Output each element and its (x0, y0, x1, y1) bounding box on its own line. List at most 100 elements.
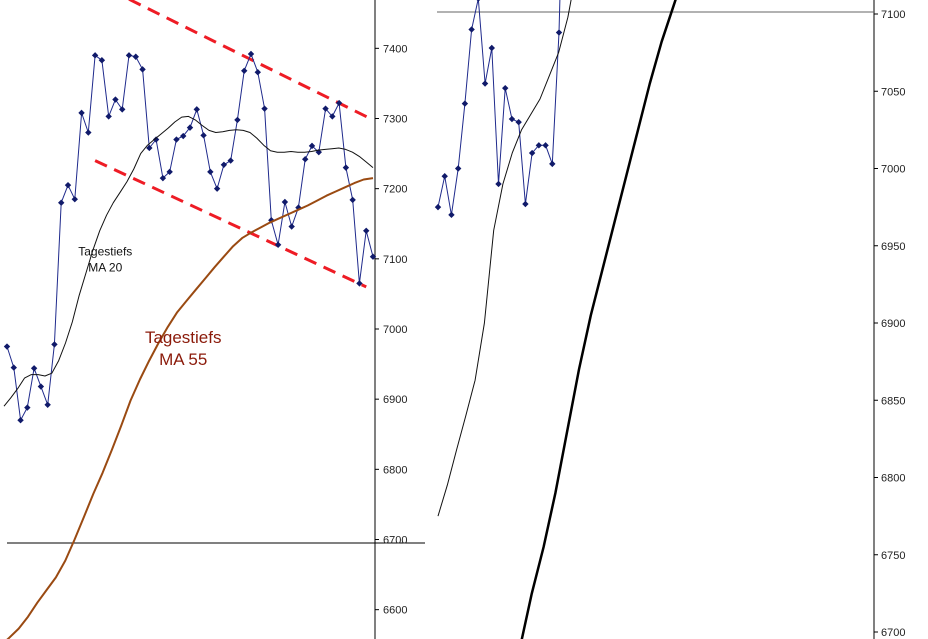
price-marker (24, 404, 31, 411)
trendline-lower (94, 159, 367, 289)
price-marker (173, 136, 180, 143)
y-tick-label: 7100 (383, 254, 407, 266)
series-line-ma55 (6, 177, 374, 639)
price-marker (342, 164, 350, 171)
price-marker (213, 185, 221, 192)
y-tick-label: 7200 (383, 184, 407, 196)
price-marker (281, 198, 289, 206)
y-tick-label: 6700 (383, 535, 407, 547)
price-marker (51, 341, 58, 348)
price-marker (261, 105, 268, 112)
price-marker (152, 136, 160, 143)
price-marker (227, 157, 234, 164)
price-marker (549, 160, 556, 168)
price-marker (488, 44, 495, 52)
price-marker (139, 66, 146, 73)
price-marker (159, 174, 167, 182)
series-line-ma20 (437, 0, 572, 517)
price-marker (17, 417, 24, 424)
price-marker (542, 142, 549, 149)
price-marker (180, 132, 187, 140)
price-marker (363, 227, 370, 234)
y-tick-label: 6900 (383, 394, 407, 406)
price-marker (247, 50, 255, 58)
price-marker (508, 115, 516, 123)
y-tick-label: 6950 (881, 241, 905, 253)
y-tick-label: 7000 (383, 324, 407, 336)
price-marker (322, 105, 329, 112)
y-tick-label: 6600 (383, 605, 407, 617)
y-tick-label: 6700 (881, 627, 905, 639)
y-tick-label: 7400 (383, 43, 407, 55)
price-marker (37, 383, 45, 390)
annotation-label: Tagestiefs (78, 244, 132, 258)
y-tick-label: 6850 (881, 395, 905, 407)
price-marker (105, 113, 112, 120)
price-marker (515, 118, 522, 126)
price-marker (125, 52, 133, 59)
price-marker (30, 365, 38, 372)
price-marker (146, 144, 153, 152)
price-marker (528, 149, 536, 157)
price-marker (476, 0, 481, 2)
annotation-label: MA 20 (88, 260, 122, 274)
y-tick-label: 6750 (881, 550, 905, 562)
annotation-label: MA 55 (159, 350, 207, 369)
price-marker (58, 199, 65, 206)
price-marker (3, 343, 11, 350)
price-marker (335, 99, 343, 107)
series-line-price (437, 0, 561, 216)
price-marker (91, 52, 99, 59)
price-marker (254, 68, 261, 76)
price-marker (288, 223, 295, 230)
price-marker (349, 196, 356, 204)
panel-left: 6600 6700 6800 6900 7000 7100 7200 7300 7400 Tage… (3, 0, 425, 639)
y-tick-label: 7000 (881, 164, 905, 176)
series-line-ma55 (520, 0, 677, 639)
price-marker (468, 26, 475, 33)
price-marker (555, 29, 563, 36)
price-marker (166, 168, 173, 176)
price-marker (200, 132, 207, 139)
price-marker (369, 253, 377, 260)
y-tick-label: 6900 (881, 318, 905, 330)
price-marker (44, 401, 51, 408)
y-tick-label: 7050 (881, 86, 905, 98)
price-marker (434, 203, 442, 211)
price-marker (220, 161, 228, 169)
panel-right: 6700675068006850690069507000705071007150… (434, 0, 905, 639)
y-tick-label: 7100 (881, 9, 905, 21)
annotation-label: Tagestiefs (145, 328, 222, 347)
price-marker (274, 241, 282, 248)
price-marker (441, 173, 448, 180)
price-marker (241, 67, 248, 74)
price-marker (302, 155, 309, 163)
y-tick-label: 6800 (383, 464, 407, 476)
price-marker (119, 106, 126, 113)
price-marker (112, 96, 119, 103)
price-marker (481, 80, 489, 87)
series-line-ma20 (3, 115, 374, 407)
price-marker (207, 168, 214, 176)
y-tick-label: 7300 (383, 113, 407, 125)
price-marker (85, 129, 92, 136)
price-marker (448, 211, 455, 219)
price-marker (308, 142, 316, 150)
price-marker (502, 84, 509, 92)
trendline-upper (128, 0, 374, 122)
price-marker (186, 124, 194, 131)
price-marker (132, 53, 139, 60)
price-marker (78, 109, 85, 117)
price-marker (461, 100, 469, 107)
price-marker (495, 180, 502, 188)
price-marker (356, 280, 363, 287)
price-marker (10, 364, 17, 371)
price-marker (522, 200, 529, 208)
price-marker (71, 195, 78, 203)
price-marker (234, 116, 241, 124)
price-marker (64, 181, 72, 189)
price-marker (454, 165, 462, 172)
price-marker (98, 57, 106, 64)
